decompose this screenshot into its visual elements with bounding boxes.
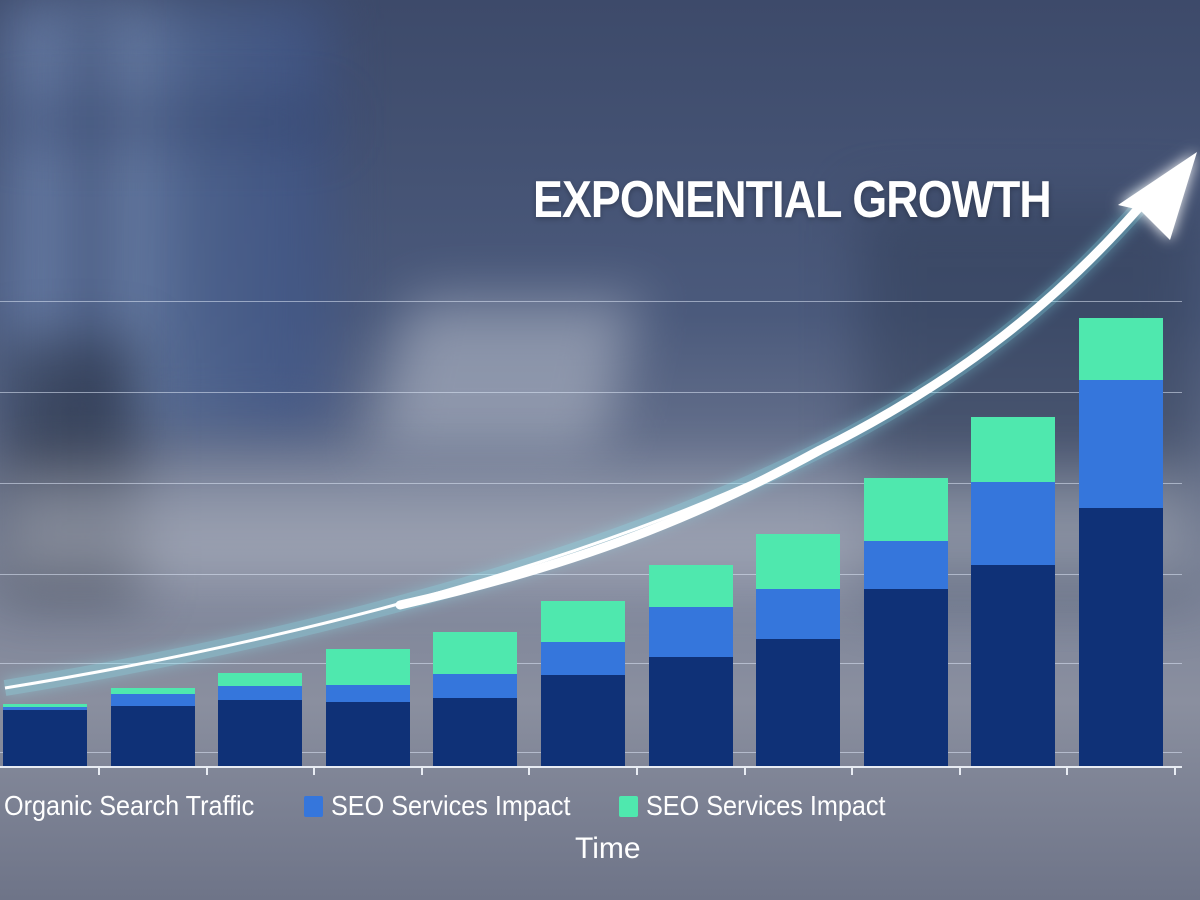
legend-swatch-blue (304, 795, 324, 817)
x-tick (636, 766, 638, 775)
bar-segment (110, 705, 195, 766)
bar-segment (648, 564, 733, 607)
bar-segment (218, 673, 303, 686)
bar-stack (3, 704, 87, 766)
legend-item-seo-green: SEO Services Impact (619, 790, 912, 822)
legend-swatch-green (619, 795, 639, 817)
bar-segment (433, 697, 518, 766)
bar-segment (325, 648, 410, 685)
bar-segment (1079, 507, 1163, 766)
bar-segment (648, 606, 733, 657)
bar-segment (648, 656, 733, 766)
legend-label: SEO Services Impact (646, 790, 886, 821)
legend-item-seo-blue: SEO Services Impact (304, 790, 597, 822)
bar-segment (1079, 380, 1163, 508)
bar-segment (110, 687, 195, 695)
x-tick (1066, 766, 1069, 775)
bar-stack (648, 564, 733, 766)
bg-window-bar (0, 110, 330, 135)
bar-segment (863, 541, 948, 589)
bar-segment (971, 482, 1056, 565)
bar-segment (433, 632, 518, 675)
x-tick (958, 766, 961, 775)
bar-segment (756, 588, 841, 639)
bar-segment (541, 642, 625, 675)
bar-stack (1079, 318, 1163, 766)
bar-stack (756, 533, 841, 766)
bar-stack (110, 687, 195, 766)
bar-segment (3, 709, 87, 766)
bar-segment (325, 685, 410, 703)
bar-segment (756, 638, 841, 766)
x-tick (420, 766, 423, 775)
bar-stack (863, 478, 948, 766)
x-tick (528, 766, 531, 775)
bar-segment (756, 533, 841, 589)
legend-label: Organic Search Traffic (4, 790, 255, 821)
bar-segment (541, 601, 625, 643)
gridline (0, 573, 1182, 575)
bar-segment (433, 674, 518, 698)
gridline (0, 391, 1182, 393)
x-tick (851, 766, 854, 775)
x-tick (743, 766, 746, 775)
bar-segment (863, 588, 948, 766)
bar-segment (3, 704, 87, 707)
x-axis-label: Time (575, 832, 641, 865)
bar-stack (971, 417, 1056, 766)
bar-stack (541, 601, 625, 766)
chart-title: EXPONENTIAL GROWTH (533, 171, 1052, 229)
bar-stack (218, 673, 303, 766)
legend-label: SEO Services Impact (331, 790, 571, 821)
bar-segment (110, 694, 195, 706)
x-tick (313, 766, 316, 775)
bar-segment (3, 706, 87, 710)
gridline (0, 300, 1182, 302)
bar-segment (971, 564, 1056, 766)
x-tick (1174, 766, 1176, 775)
bar-segment (971, 417, 1056, 483)
legend: Organic Search Traffic SEO Services Impa… (4, 790, 934, 822)
bar-segment (541, 674, 625, 766)
gridline (0, 482, 1182, 484)
bar-stack (433, 632, 518, 766)
bar-stack (325, 648, 410, 766)
bar-segment (1079, 318, 1163, 381)
bar-segment (218, 699, 303, 766)
x-tick (205, 766, 208, 775)
legend-item-organic: Organic Search Traffic (4, 790, 282, 822)
x-tick (98, 766, 100, 775)
bar-segment (325, 702, 410, 766)
bar-segment (863, 478, 948, 542)
bar-segment (218, 685, 303, 700)
x-axis (0, 766, 1182, 768)
